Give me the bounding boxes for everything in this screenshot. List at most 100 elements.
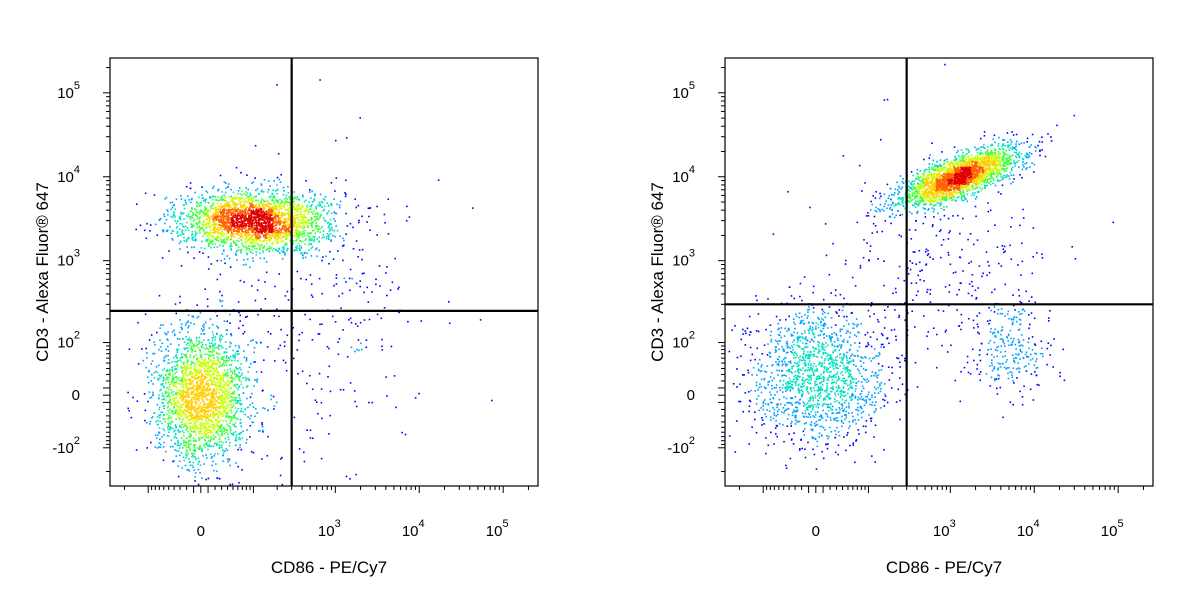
event-dot	[144, 192, 147, 195]
event-dot	[171, 410, 173, 413]
event-dot	[263, 234, 265, 236]
event-dot	[156, 234, 159, 236]
event-dot	[258, 234, 260, 237]
event-dot	[238, 221, 241, 223]
event-dot	[195, 424, 197, 426]
event-dot	[201, 408, 204, 411]
event-dot	[176, 376, 178, 379]
event-dot	[286, 221, 289, 224]
event-dot	[189, 382, 192, 384]
event-dot	[241, 469, 243, 471]
event-dot	[196, 392, 198, 395]
event-dot	[183, 366, 185, 368]
event-dot	[298, 204, 300, 207]
event-dot	[269, 239, 271, 241]
event-dot	[178, 344, 180, 346]
event-dot	[199, 202, 201, 204]
event-dot	[252, 197, 255, 199]
event-dot	[293, 218, 296, 221]
event-dot	[259, 230, 261, 233]
event-dot	[171, 230, 173, 232]
event-dot	[303, 209, 305, 212]
event-dot	[238, 197, 240, 200]
event-dot	[164, 379, 166, 381]
event-dot	[242, 246, 245, 248]
event-dot	[331, 229, 334, 231]
event-dot	[262, 222, 265, 224]
event-dot	[204, 426, 207, 428]
event-dot	[219, 361, 221, 364]
event-dot	[208, 231, 211, 234]
event-dot	[204, 348, 207, 350]
event-dot	[171, 237, 173, 240]
event-dot	[216, 409, 218, 411]
event-dot	[216, 413, 218, 416]
event-dot	[262, 389, 264, 392]
event-dot	[197, 415, 199, 418]
event-dot	[150, 334, 153, 336]
event-dot	[206, 403, 209, 405]
event-dot	[338, 206, 341, 209]
event-dot	[193, 446, 196, 448]
event-dot	[186, 411, 189, 413]
event-dot	[275, 401, 278, 404]
event-dot	[151, 360, 154, 362]
event-dot	[249, 204, 252, 207]
event-dot	[328, 365, 331, 368]
event-dot	[214, 436, 217, 438]
event-dot	[186, 382, 188, 385]
event-dot	[371, 401, 374, 404]
event-dot	[286, 232, 288, 234]
event-dot	[189, 378, 191, 381]
event-dot	[280, 231, 282, 233]
event-dot	[213, 222, 215, 224]
event-dot	[231, 211, 234, 214]
event-dot	[199, 376, 201, 379]
event-dot	[248, 216, 250, 219]
event-dot	[152, 391, 154, 394]
event-dot	[189, 443, 192, 445]
event-dot	[329, 233, 332, 235]
event-dot	[253, 233, 255, 236]
event-dot	[206, 298, 209, 300]
event-dot	[207, 422, 210, 425]
event-dot	[178, 393, 181, 395]
event-dot	[264, 298, 267, 300]
event-dot	[269, 231, 271, 233]
event-dot	[199, 312, 202, 314]
event-dot	[223, 238, 225, 240]
event-dot	[200, 333, 203, 335]
event-dot	[167, 376, 170, 379]
event-dot	[230, 233, 233, 235]
event-dot	[221, 347, 224, 349]
event-dot	[275, 241, 278, 244]
event-dot	[322, 230, 325, 232]
event-dot	[228, 403, 231, 406]
event-dot	[201, 381, 204, 384]
event-dot	[208, 354, 210, 356]
event-dot	[193, 345, 196, 348]
event-dot	[293, 191, 295, 193]
event-dot	[310, 232, 313, 235]
event-dot	[259, 205, 261, 208]
event-dot	[178, 417, 180, 419]
event-dot	[193, 450, 195, 452]
event-dot	[263, 245, 265, 248]
event-dot	[203, 220, 205, 223]
event-dot	[237, 388, 239, 391]
event-dot	[313, 219, 316, 222]
event-dot	[195, 208, 198, 211]
event-dot	[275, 249, 277, 252]
event-dot	[249, 228, 252, 230]
event-dot	[229, 266, 232, 268]
event-dot	[174, 367, 177, 370]
event-dot	[270, 247, 273, 249]
event-dot	[194, 371, 197, 373]
event-dot	[196, 357, 199, 360]
event-dot	[305, 209, 307, 212]
event-dot	[193, 398, 195, 401]
event-dot	[228, 200, 231, 203]
event-dot	[212, 369, 215, 372]
event-dot	[210, 346, 212, 349]
event-dot	[248, 199, 250, 201]
